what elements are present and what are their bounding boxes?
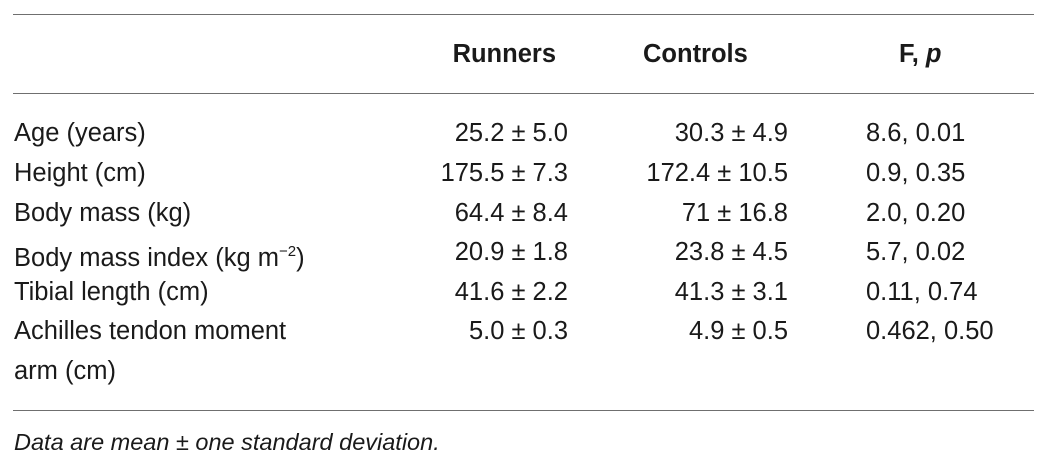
cell-stat-height: 0.9, 0.35: [866, 159, 966, 187]
cell-runners-age: 25.2 ± 5.0: [454, 119, 568, 147]
cell-runners-height: 175.5 ± 7.3: [440, 159, 568, 187]
row-label-achilles: Achilles tendon moment: [14, 317, 287, 345]
row-label-body-mass: Body mass (kg): [14, 199, 192, 227]
cell-runners-body-mass: 64.4 ± 8.4: [454, 199, 568, 227]
header-f-p: F, p: [899, 38, 942, 70]
table-bottom-rule: [13, 410, 1034, 411]
cell-controls-bmi: 23.8 ± 4.5: [674, 238, 788, 266]
cell-stat-body-mass: 2.0, 0.20: [866, 199, 966, 227]
row-label-achilles-cont: arm (cm): [14, 357, 116, 385]
row-label-bmi-tail: ): [296, 244, 305, 272]
cell-runners-tibial-length: 41.6 ± 2.2: [454, 278, 568, 306]
header-runners: Runners: [452, 40, 556, 68]
row-label-height: Height (cm): [14, 159, 146, 187]
cell-stat-bmi: 5.7, 0.02: [866, 238, 966, 266]
header-controls: Controls: [643, 40, 748, 68]
cell-stat-tibial-length: 0.11, 0.74: [866, 278, 978, 306]
row-label-bmi-text: Body mass index (kg m: [14, 244, 280, 272]
cell-controls-age: 30.3 ± 4.9: [674, 119, 788, 147]
cell-runners-achilles: 5.0 ± 0.3: [468, 317, 568, 345]
cell-controls-tibial-length: 41.3 ± 3.1: [674, 278, 788, 306]
cell-stat-age: 8.6, 0.01: [866, 119, 966, 147]
header-p-label: p: [925, 40, 942, 68]
table-footnote: Data are mean ± one standard deviation.: [14, 429, 440, 455]
cell-controls-body-mass: 71 ± 16.8: [681, 199, 788, 227]
cell-controls-achilles: 4.9 ± 0.5: [688, 317, 788, 345]
cell-controls-height: 172.4 ± 10.5: [646, 159, 788, 187]
row-label-tibial-length: Tibial length (cm): [14, 278, 209, 306]
header-f-label: F,: [899, 40, 926, 68]
cell-stat-achilles: 0.462, 0.50: [866, 317, 994, 345]
row-label-age: Age (years): [14, 119, 146, 147]
cell-runners-bmi: 20.9 ± 1.8: [454, 238, 568, 266]
table-header-rule: [13, 93, 1034, 94]
row-label-bmi-superscript: −2: [279, 243, 297, 260]
row-label-bmi: Body mass index (kg m−2): [14, 232, 305, 278]
table-top-rule: [13, 14, 1034, 15]
